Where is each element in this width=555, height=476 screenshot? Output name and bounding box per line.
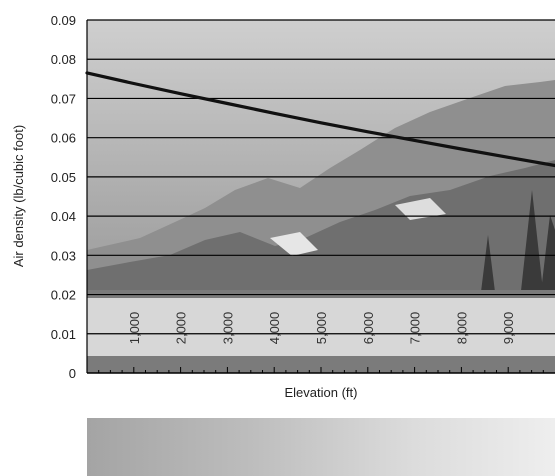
- y-tick-label: 0.02: [51, 288, 76, 303]
- gridlines: [86, 19, 555, 373]
- data-series: [85, 71, 555, 168]
- background-photo: [87, 20, 555, 373]
- x-tick-label: 3,000: [220, 312, 235, 345]
- x-tick-label: 4,000: [267, 312, 282, 345]
- air-density-line: [85, 71, 555, 168]
- x-tick-label: 5,000: [314, 312, 329, 345]
- gradient-strip: [87, 418, 555, 476]
- y-tick-label: 0.01: [51, 327, 76, 342]
- y-tick-label: 0.08: [51, 52, 76, 67]
- y-tick-label: 0.07: [51, 91, 76, 106]
- x-axis-title: Elevation (ft): [285, 385, 358, 400]
- y-tick-label: 0.05: [51, 170, 76, 185]
- x-axis-ticks: [98, 367, 544, 373]
- x-tick-label: 8,000: [454, 312, 469, 345]
- y-tick-label: 0.03: [51, 248, 76, 263]
- y-axis-title: Air density (lb/cubic foot): [11, 125, 26, 267]
- snow-patch: [395, 198, 446, 220]
- y-tick-label: 0.04: [51, 209, 76, 224]
- y-tick-label: 0.09: [51, 13, 76, 28]
- tree-line: [480, 190, 555, 300]
- y-tick-labels: 0 0.01 0.02 0.03 0.04 0.05 0.06 0.07 0.08 0.09: [51, 13, 76, 381]
- y-tick-label: 0: [69, 366, 76, 381]
- x-tick-label: 7,000: [408, 312, 423, 345]
- label-band: [87, 298, 555, 356]
- y-tick-label: 0.06: [51, 131, 76, 146]
- x-tick-label: 1,000: [127, 312, 142, 345]
- x-tick-label: 6,000: [361, 312, 376, 345]
- snow-patch: [270, 232, 318, 256]
- x-tick-label: 9,000: [501, 312, 516, 345]
- x-tick-label: 2,000: [174, 312, 189, 345]
- x-tick-labels: 1,000 2,000 3,000 4,000 5,000 6,000 7,000 8,000…: [127, 312, 516, 345]
